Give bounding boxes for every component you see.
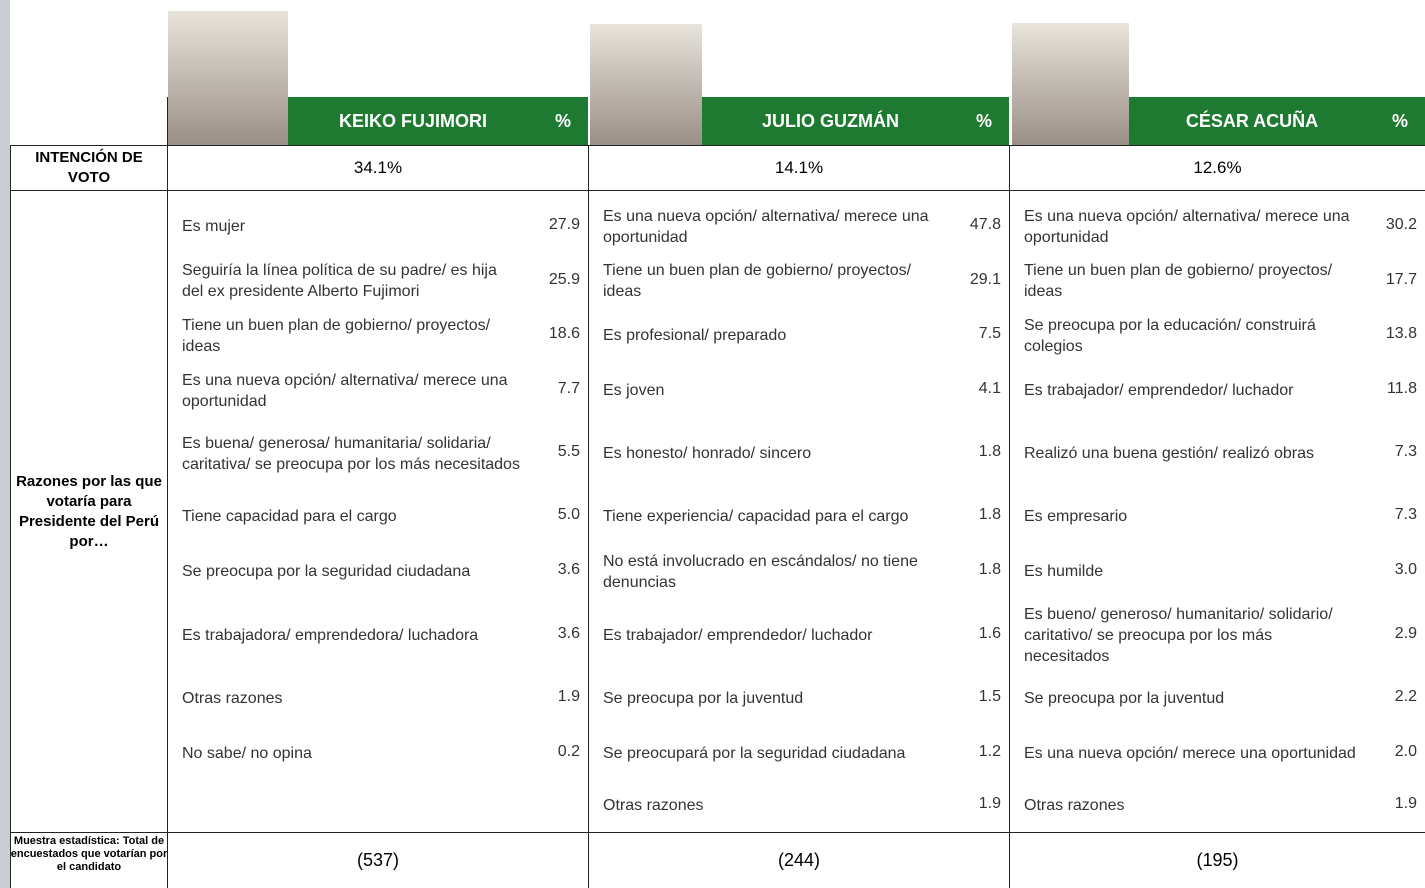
reason-value: 13.8 <box>1385 325 1417 342</box>
reason-value: 5.5 <box>557 443 580 460</box>
vote-intention: 12.6% <box>1193 158 1242 177</box>
reason-text: Se preocupa por la juventud <box>1024 690 1225 707</box>
reason-value: 7.5 <box>978 325 1001 342</box>
rule <box>10 145 1425 146</box>
reason-text: Es buena/ generosa/ humanitaria/ solidar… <box>182 434 520 473</box>
reason-text: Seguiría la línea política de su padre/ … <box>182 262 497 300</box>
candidate-name: KEIKO FUJIMORI <box>288 97 538 145</box>
reason-text: Tiene un buen plan de gobierno/ proyecto… <box>603 262 912 300</box>
reason-value: 1.6 <box>978 624 1001 642</box>
candidate-name: CÉSAR ACUÑA <box>1129 97 1375 145</box>
reason-value: 27.9 <box>548 216 580 233</box>
percent-header: % <box>538 97 588 145</box>
reason-text: Es honesto/ honrado/ sincero <box>603 445 812 462</box>
reason-value: 1.8 <box>978 443 1001 460</box>
rule <box>1009 145 1010 888</box>
reason-value: 3.6 <box>557 624 580 642</box>
rule <box>10 145 11 888</box>
reason-value: 47.8 <box>969 216 1001 233</box>
reason-text: Se preocupa por la juventud <box>603 690 804 707</box>
reason-value: 1.9 <box>978 794 1001 812</box>
rule <box>10 832 1425 833</box>
reason-value: 7.3 <box>1394 506 1417 523</box>
row-label: INTENCIÓN DE VOTO <box>35 149 143 186</box>
reason-text: Otras razones <box>182 690 283 707</box>
reason-value: 11.8 <box>1387 380 1417 397</box>
reason-value: 2.0 <box>1394 742 1417 760</box>
reason-text: No está involucrado en escándalos/ no ti… <box>603 552 918 591</box>
reason-text: Es humilde <box>1024 563 1104 580</box>
reason-value: 1.8 <box>978 506 1001 523</box>
percent-header: % <box>1375 97 1425 145</box>
reason-value: 25.9 <box>548 270 580 288</box>
reason-text: Realizó una buena gestión/ realizó obras <box>1024 445 1314 462</box>
reason-value: 1.2 <box>978 742 1001 760</box>
reason-value: 1.8 <box>978 561 1001 578</box>
row-label: Razones por las que votaría para Preside… <box>16 472 162 550</box>
reason-value: 1.9 <box>1394 794 1417 812</box>
reason-value: 2.9 <box>1394 624 1417 642</box>
reason-value: 2.2 <box>1394 688 1417 705</box>
reason-value: 1.9 <box>557 688 580 705</box>
reason-value: 3.0 <box>1394 561 1417 578</box>
reason-text: Es profesional/ preparado <box>603 327 787 344</box>
reason-value: 5.0 <box>557 506 580 523</box>
reason-value: 1.5 <box>978 688 1001 705</box>
row-label: Muestra estadística: Total de encuestado… <box>10 835 168 873</box>
vote-intention: 34.1% <box>353 158 403 177</box>
reason-text: Es trabajador/ emprendedor/ luchador <box>603 626 873 644</box>
candidate-photo <box>168 11 288 145</box>
vote-intention: 14.1% <box>774 158 824 177</box>
reason-text: Otras razones <box>603 796 704 814</box>
reason-value: 18.6 <box>548 325 580 342</box>
reason-value: 4.1 <box>978 380 1001 397</box>
reason-text: Tiene un buen plan de gobierno/ proyecto… <box>1024 262 1333 300</box>
rule <box>167 97 168 888</box>
reason-value: 7.3 <box>1394 443 1417 460</box>
reason-text: Es bueno/ generoso/ humanitario/ solidar… <box>1024 605 1333 665</box>
percent-header: % <box>959 97 1009 145</box>
left-strip <box>0 0 10 888</box>
reason-text: Es trabajadora/ emprendedora/ luchadora <box>182 626 479 644</box>
sample-size: (537) <box>356 850 400 870</box>
reason-value: 3.6 <box>557 561 580 578</box>
sample-size: (195) <box>1196 850 1239 870</box>
reason-text: Es una nueva opción/ alternativa/ merece… <box>1024 207 1350 246</box>
reason-value: 30.2 <box>1385 216 1417 233</box>
reason-text: Tiene experiencia/ capacidad para el car… <box>603 508 909 525</box>
reason-text: Otras razones <box>1024 796 1125 814</box>
rule <box>588 145 589 888</box>
reason-value: 0.2 <box>557 742 580 760</box>
reason-value: 29.1 <box>969 270 1001 288</box>
reason-text: Se preocupa por la seguridad ciudadana <box>182 563 471 580</box>
reason-text: Es empresario <box>1024 508 1128 525</box>
reason-text: Es una nueva opción/ alternativa/ merece… <box>603 207 929 246</box>
reason-text: Tiene capacidad para el cargo <box>182 508 397 525</box>
candidate-photo <box>1012 23 1129 145</box>
candidate-photo <box>590 24 702 145</box>
reason-text: Tiene un buen plan de gobierno/ proyecto… <box>182 316 491 355</box>
reason-text: Se preocupa por la educación/ construirá… <box>1024 316 1316 355</box>
reason-text: Es una nueva opción/ alternativa/ merece… <box>182 371 508 410</box>
candidate-name: JULIO GUZMÁN <box>702 97 959 145</box>
reason-text: Es mujer <box>182 218 246 235</box>
reason-text: Se preocupará por la seguridad ciudadana <box>603 744 906 762</box>
rule <box>10 190 1425 191</box>
reason-text: Es trabajador/ emprendedor/ luchador <box>1024 382 1294 399</box>
reason-text: Es joven <box>603 382 665 399</box>
reason-value: 7.7 <box>557 380 580 397</box>
reason-text: Es una nueva opción/ merece una oportuni… <box>1024 744 1356 762</box>
reason-text: No sabe/ no opina <box>182 744 312 762</box>
sample-size: (244) <box>777 850 821 870</box>
reason-value: 17.7 <box>1385 270 1417 288</box>
